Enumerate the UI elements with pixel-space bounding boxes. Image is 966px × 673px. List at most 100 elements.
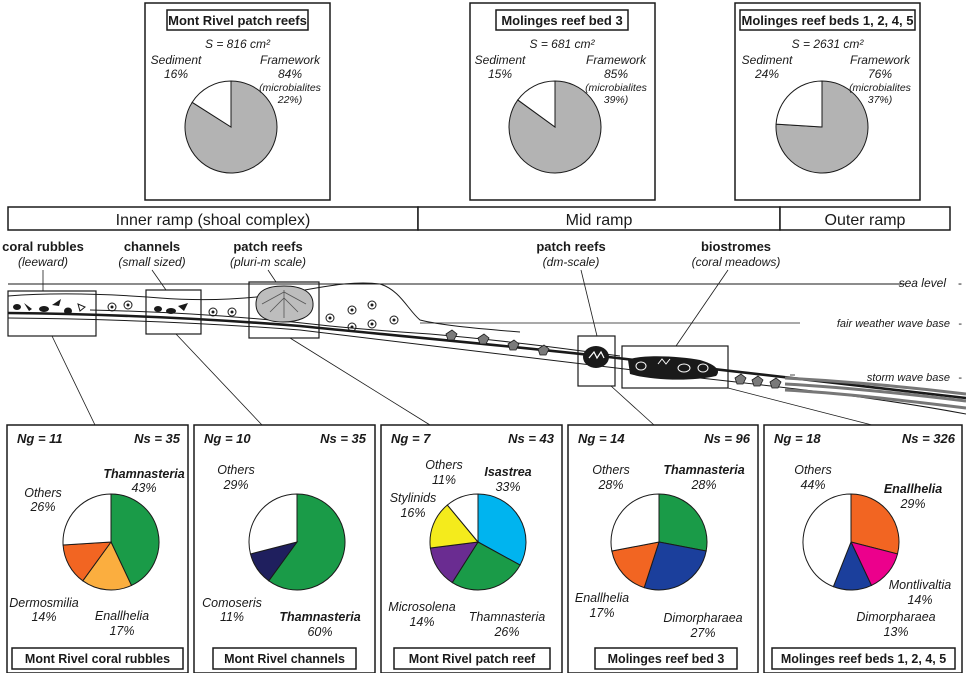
genus-pie <box>802 493 900 591</box>
slice-label: Others <box>24 486 62 500</box>
bottom-panel-mont-rivel-coral-rubbles: Ng = 11 Ns = 35 Thamnasteria 43% Enallhe… <box>6 424 189 673</box>
pie-slice-enallhelia <box>82 541 133 591</box>
genus-pie <box>62 493 160 591</box>
genera-count: Ng = 10 <box>204 431 251 446</box>
slice-percent: 13% <box>883 625 908 639</box>
biostrome-corals <box>635 358 709 373</box>
slice-percent: 26% <box>29 500 55 514</box>
bottom-panel-molinges-reef-beds-1-2-4-5: Ng = 18 Ns = 326 Enallhelia 29% Montliva… <box>763 424 963 673</box>
slice-percent: 60% <box>307 625 332 639</box>
pie-slice-thamnasteria <box>110 493 160 587</box>
facies-coral-rubbles-name: coral rubbles <box>2 239 84 254</box>
dm-patch-reef-texture <box>588 350 605 360</box>
surface-area: S = 816 cm² <box>205 37 271 51</box>
facies-dm-patch-reefs-name: patch reefs <box>536 239 605 254</box>
top-panel-molinges-reef-bed-3: Molinges reef bed 3 S = 681 cm² Sediment… <box>469 2 656 201</box>
slice-percent: 43% <box>131 481 156 495</box>
slice-label: Others <box>425 458 463 472</box>
sea-level-dash: - <box>958 276 962 290</box>
slice-label: Montlivaltia <box>889 578 952 592</box>
specimen-count: Ns = 35 <box>134 431 181 446</box>
pie-slice-sediment <box>517 80 556 128</box>
pie-slice-isastrea <box>477 493 527 566</box>
slice-label: Microsolena <box>388 600 455 614</box>
dm-patch-reef-box <box>577 335 616 387</box>
panel-caption: Mont Rivel channels <box>224 652 345 666</box>
slice-label: Comoseris <box>202 596 262 610</box>
facies-dm-patch-reefs-detail: (dm-scale) <box>543 255 600 269</box>
facies-biostromes-detail: (coral meadows) <box>692 255 781 269</box>
biostrome-body <box>628 356 719 380</box>
outer-strata-2 <box>784 382 966 403</box>
specimen-count: Ns = 96 <box>704 431 751 446</box>
zone-outer-ramp <box>779 206 951 231</box>
slice-percent: 33% <box>495 480 520 494</box>
microbialites-label: (microbialites <box>849 82 912 94</box>
top-panel-mont-rivel-patch-reefs: Mont Rivel patch reefs S = 816 cm² Sedim… <box>144 2 331 201</box>
slice-label: Thamnasteria <box>663 463 744 477</box>
sediment-percent: 16% <box>164 67 188 81</box>
framework-pie <box>775 80 869 174</box>
top-panel-title: Molinges reef bed 3 <box>501 13 622 28</box>
patch-reef-box <box>248 281 320 339</box>
channel-fragments <box>154 303 188 314</box>
framework-pie <box>508 80 602 174</box>
slice-percent: 29% <box>222 478 248 492</box>
framework-percent: 84% <box>278 67 302 81</box>
genera-count: Ng = 18 <box>774 431 821 446</box>
slice-label: Enallhelia <box>575 591 629 605</box>
outer-strata-3 <box>784 388 966 410</box>
surface-area: S = 681 cm² <box>529 37 595 51</box>
slice-percent: 17% <box>589 606 614 620</box>
top-panel-molinges-reef-beds-1-2-4-5: Molinges reef beds 1, 2, 4, 5 S = 2631 c… <box>734 2 921 201</box>
sea-floor <box>7 311 966 400</box>
pie-slice-dimorpharaea <box>643 541 707 591</box>
outer-strata-1 <box>784 376 966 396</box>
top-panel-title-box <box>495 9 629 31</box>
genera-count: Ng = 11 <box>17 431 63 446</box>
sea-level-label: sea level <box>899 276 947 290</box>
ramp-cross-section: sea level - fair weather wave base - sto… <box>7 276 966 415</box>
bottom-panel-molinges-reef-bed-3: Ng = 14 Ns = 96 Thamnasteria 28% Dimorph… <box>567 424 759 673</box>
panel-caption: Molinges reef bed 3 <box>608 652 725 666</box>
slice-label: Isastrea <box>484 465 531 479</box>
framework-percent: 85% <box>604 67 628 81</box>
slice-percent: 28% <box>597 478 623 492</box>
pie-slice-others <box>802 493 852 588</box>
panel-caption: Molinges reef beds 1, 2, 4, 5 <box>781 652 946 666</box>
facies-channels-detail: (small sized) <box>118 255 185 269</box>
pie-slice-stylinids <box>429 504 479 549</box>
slice-percent: 14% <box>31 610 56 624</box>
slice-label: Enallhelia <box>95 609 149 623</box>
caption-box <box>594 647 738 670</box>
slice-percent: 29% <box>899 497 925 511</box>
pie-slice-others <box>62 493 112 546</box>
facies-coral-rubbles-detail: (leeward) <box>18 255 68 269</box>
bottom-panel-mont-rivel-patch-reef: Ng = 7 Ns = 43 Isastrea 33% Thamnasteria… <box>380 424 563 673</box>
slice-percent: 26% <box>493 625 519 639</box>
slice-percent: 14% <box>409 615 434 629</box>
leader-lines <box>42 269 873 426</box>
facies-patch-reefs-detail: (pluri-m scale) <box>230 255 306 269</box>
facies-biostromes-name: biostromes <box>701 239 771 254</box>
pie-slice-thamnasteria <box>451 541 521 591</box>
sediment-label: Sediment <box>475 53 526 67</box>
caption-box <box>11 647 184 670</box>
facies-patch-reefs-name: patch reefs <box>233 239 302 254</box>
slice-label: Others <box>794 463 832 477</box>
top-panel-title: Molinges reef beds 1, 2, 4, 5 <box>742 13 914 28</box>
ooid-grains <box>107 300 399 332</box>
slice-percent: 27% <box>689 626 715 640</box>
biostrome-box <box>621 345 729 389</box>
microbialites-percent: 39%) <box>604 94 629 106</box>
slice-label: Enallhelia <box>884 482 942 496</box>
top-panel-title-box <box>739 9 916 31</box>
pie-slice-sediment <box>191 80 232 128</box>
pie-slice-others <box>248 493 298 555</box>
slice-label: Others <box>592 463 630 477</box>
top-panel-title-box <box>166 9 309 31</box>
sediment-label: Sediment <box>742 53 793 67</box>
genera-count: Ng = 7 <box>391 431 431 446</box>
framework-label: Framework <box>260 53 321 67</box>
slice-percent: 11% <box>220 610 244 624</box>
